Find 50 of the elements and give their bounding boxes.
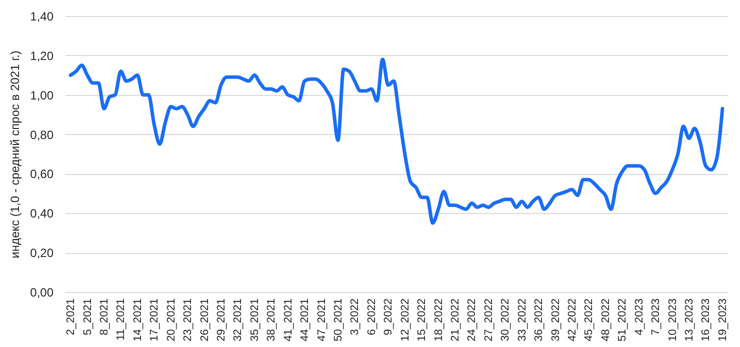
x-tick-label: 42_2022 (566, 298, 578, 342)
y-tick-label: 0,60 (30, 167, 54, 182)
x-tick-label: 11_2021 (115, 298, 128, 341)
x-tick-label: 50_2021 (332, 298, 344, 342)
x-tick-label: 27_2022 (482, 298, 495, 342)
x-tick-label: 24_2022 (466, 298, 478, 342)
y-tick-label: 0,20 (30, 246, 54, 260)
x-tick-label: 19_2023 (716, 298, 729, 342)
x-tick-label: 29_2021 (216, 298, 228, 342)
x-tick-label: 15_2022 (416, 298, 428, 342)
y-tick-label: 1,00 (30, 88, 54, 102)
x-tick-label: 45_2022 (583, 298, 596, 342)
line-series (68, 58, 724, 225)
x-tick-label: 26_2021 (198, 298, 211, 342)
x-tick-label: 5_2021 (82, 298, 94, 336)
x-tick-label: 21_2022 (450, 298, 462, 342)
x-tick-label: 39_2022 (550, 298, 562, 342)
x-tick-label: 10_2023 (666, 298, 679, 342)
x-tick-label: 51_2022 (616, 298, 629, 342)
x-tick-label: 20_2021 (165, 298, 178, 342)
x-tick-label: 4_2023 (633, 298, 646, 336)
x-tick-label: 12_2022 (399, 298, 412, 342)
x-tick-label: 16_2023 (700, 298, 712, 342)
x-tick-label: 36_2022 (533, 298, 546, 342)
x-tick-label: 8_2021 (98, 298, 110, 336)
y-tick-label: 0,00 (30, 286, 54, 300)
x-tick-label: 30_2022 (500, 298, 512, 342)
x-tick-label: 13_2023 (684, 298, 696, 342)
x-tick-label: 41_2021 (282, 298, 294, 342)
x-tick-label: 14_2021 (132, 298, 144, 342)
x-tick-label: 32_2021 (232, 298, 244, 342)
x-tick-label: 47_2021 (316, 298, 328, 342)
x-tick-label: 9_2022 (382, 298, 395, 336)
y-tick-label: 1,40 (30, 10, 54, 24)
x-tick-label: 2_2021 (65, 298, 78, 336)
x-tick-label: 3_2022 (349, 298, 362, 336)
y-tick-label: 0,80 (30, 128, 54, 142)
x-tick-label: 35_2021 (248, 298, 261, 342)
x-tick-label: 38_2021 (266, 298, 278, 342)
x-tick-label: 48_2022 (600, 298, 612, 342)
y-tick-label: 0,40 (30, 206, 54, 221)
x-tick-label: 17_2021 (148, 298, 161, 342)
x-tick-label: 23_2021 (182, 298, 194, 342)
x-tick-label: 18_2022 (432, 298, 445, 342)
x-tick-label: 7_2023 (650, 298, 662, 336)
x-tick-label: 6_2022 (366, 298, 378, 336)
y-tick-label: 1,20 (30, 48, 54, 63)
y-axis-title: индекс (1,0 - средний спрос в 2021 г.) (8, 50, 22, 258)
x-tick-label: 44_2021 (299, 298, 312, 342)
x-tick-label: 33_2022 (516, 298, 528, 342)
